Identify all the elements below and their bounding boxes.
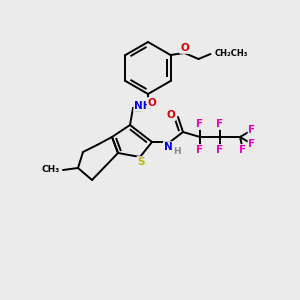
Text: S: S	[137, 157, 145, 167]
Text: F: F	[248, 139, 256, 149]
Text: F: F	[216, 145, 224, 155]
Text: NH: NH	[134, 101, 152, 111]
Text: O: O	[167, 110, 176, 120]
Text: F: F	[216, 119, 224, 129]
Text: O: O	[180, 43, 189, 53]
Text: F: F	[248, 125, 256, 135]
Text: F: F	[196, 119, 204, 129]
Text: O: O	[148, 98, 156, 108]
Text: CH₂CH₃: CH₂CH₃	[214, 50, 248, 58]
Text: F: F	[196, 145, 204, 155]
Text: N: N	[164, 142, 172, 152]
Text: H: H	[173, 148, 181, 157]
Text: F: F	[239, 145, 247, 155]
Text: CH₃: CH₃	[42, 166, 60, 175]
